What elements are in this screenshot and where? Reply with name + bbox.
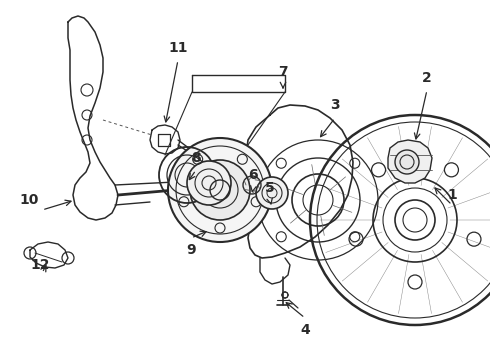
Circle shape [395,150,419,174]
Text: 7: 7 [278,65,288,79]
Text: 5: 5 [265,181,275,195]
Text: 3: 3 [330,98,340,112]
Text: 8: 8 [191,151,201,165]
Text: 9: 9 [186,243,196,257]
Circle shape [256,177,288,209]
Text: 2: 2 [422,71,432,85]
Text: 6: 6 [248,168,258,182]
Text: 10: 10 [19,193,39,207]
Circle shape [168,138,272,242]
Text: 4: 4 [300,323,310,337]
Text: 11: 11 [168,41,188,55]
Text: 12: 12 [30,258,50,272]
Polygon shape [388,140,432,183]
Circle shape [187,161,231,205]
Text: 1: 1 [447,188,457,202]
Circle shape [190,160,250,220]
